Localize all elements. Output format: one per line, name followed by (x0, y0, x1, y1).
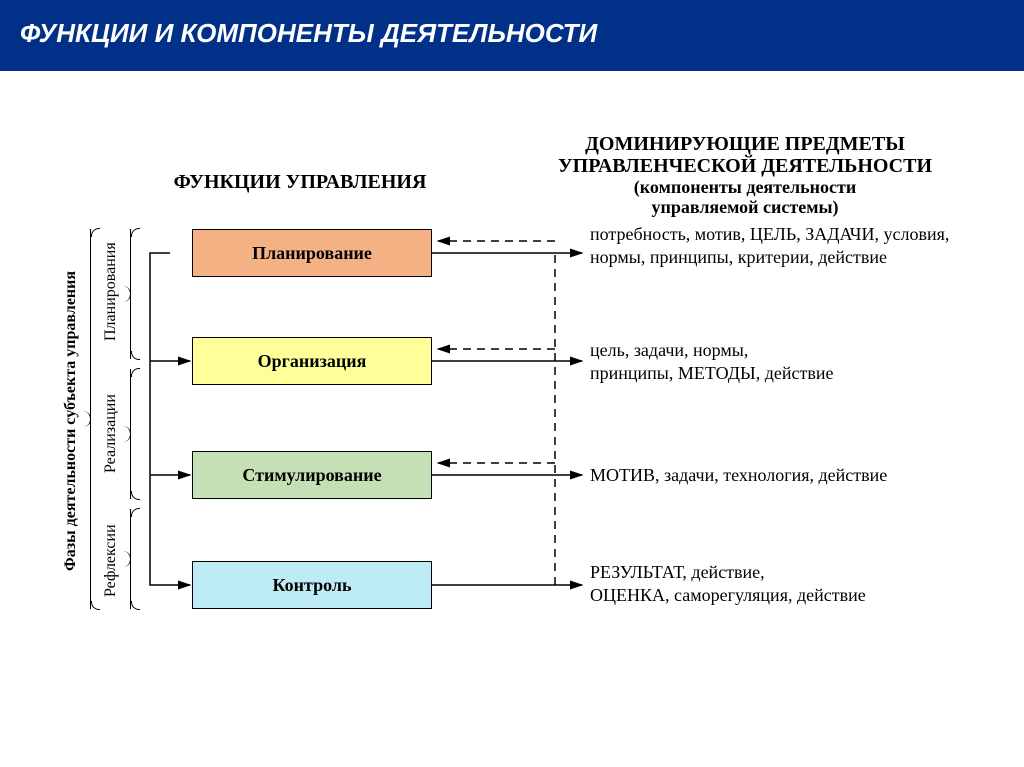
brace-main (90, 229, 91, 609)
slide-header: ФУНКЦИИ И КОМПОНЕНТЫ ДЕЯТЕЛЬНОСТИ (0, 0, 1024, 71)
side-phase-3: Рефлексии (102, 511, 120, 611)
brace-phase-1 (130, 229, 131, 359)
diagram-canvas: ФУНКЦИИ УПРАВЛЕНИЯ ДОМИНИРУЮЩИЕ ПРЕДМЕТЫ… (0, 71, 1024, 766)
brace-phase-2 (130, 369, 131, 499)
box-organization-label: Организация (258, 351, 367, 372)
left-column-title: ФУНКЦИИ УПРАВЛЕНИЯ (150, 171, 450, 194)
side-main-label: Фазы деятельности субъекта управления (62, 231, 80, 611)
desc-organization: цель, задачи, нормы, принципы, МЕТОДЫ, д… (590, 339, 970, 386)
side-phase-2: Реализации (102, 369, 120, 499)
desc-control: РЕЗУЛЬТАТ, действие, ОЦЕНКА, саморегуляц… (590, 561, 970, 608)
desc-planning: потребность, мотив, ЦЕЛЬ, ЗАДАЧИ, услови… (590, 223, 970, 270)
right-column-title-1: ДОМИНИРУЮЩИЕ ПРЕДМЕТЫ (530, 133, 960, 156)
slide-title: ФУНКЦИИ И КОМПОНЕНТЫ ДЕЯТЕЛЬНОСТИ (20, 18, 597, 48)
box-stimulation-label: Стимулирование (242, 465, 381, 486)
right-column-sub-1: (компоненты деятельности (560, 177, 930, 198)
box-organization: Организация (192, 337, 432, 385)
right-column-sub-2: управляемой системы) (560, 197, 930, 218)
box-control-label: Контроль (273, 575, 352, 596)
right-column-title-2: УПРАВЛЕНЧЕСКОЙ ДЕЯТЕЛЬНОСТИ (520, 155, 970, 178)
box-planning-label: Планирование (252, 243, 372, 264)
brace-phase-3 (130, 509, 131, 609)
box-planning: Планирование (192, 229, 432, 277)
desc-stimulation: МОТИВ, задачи, технология, действие (590, 464, 990, 487)
box-control: Контроль (192, 561, 432, 609)
box-stimulation: Стимулирование (192, 451, 432, 499)
side-phase-1: Планирования (102, 229, 120, 354)
